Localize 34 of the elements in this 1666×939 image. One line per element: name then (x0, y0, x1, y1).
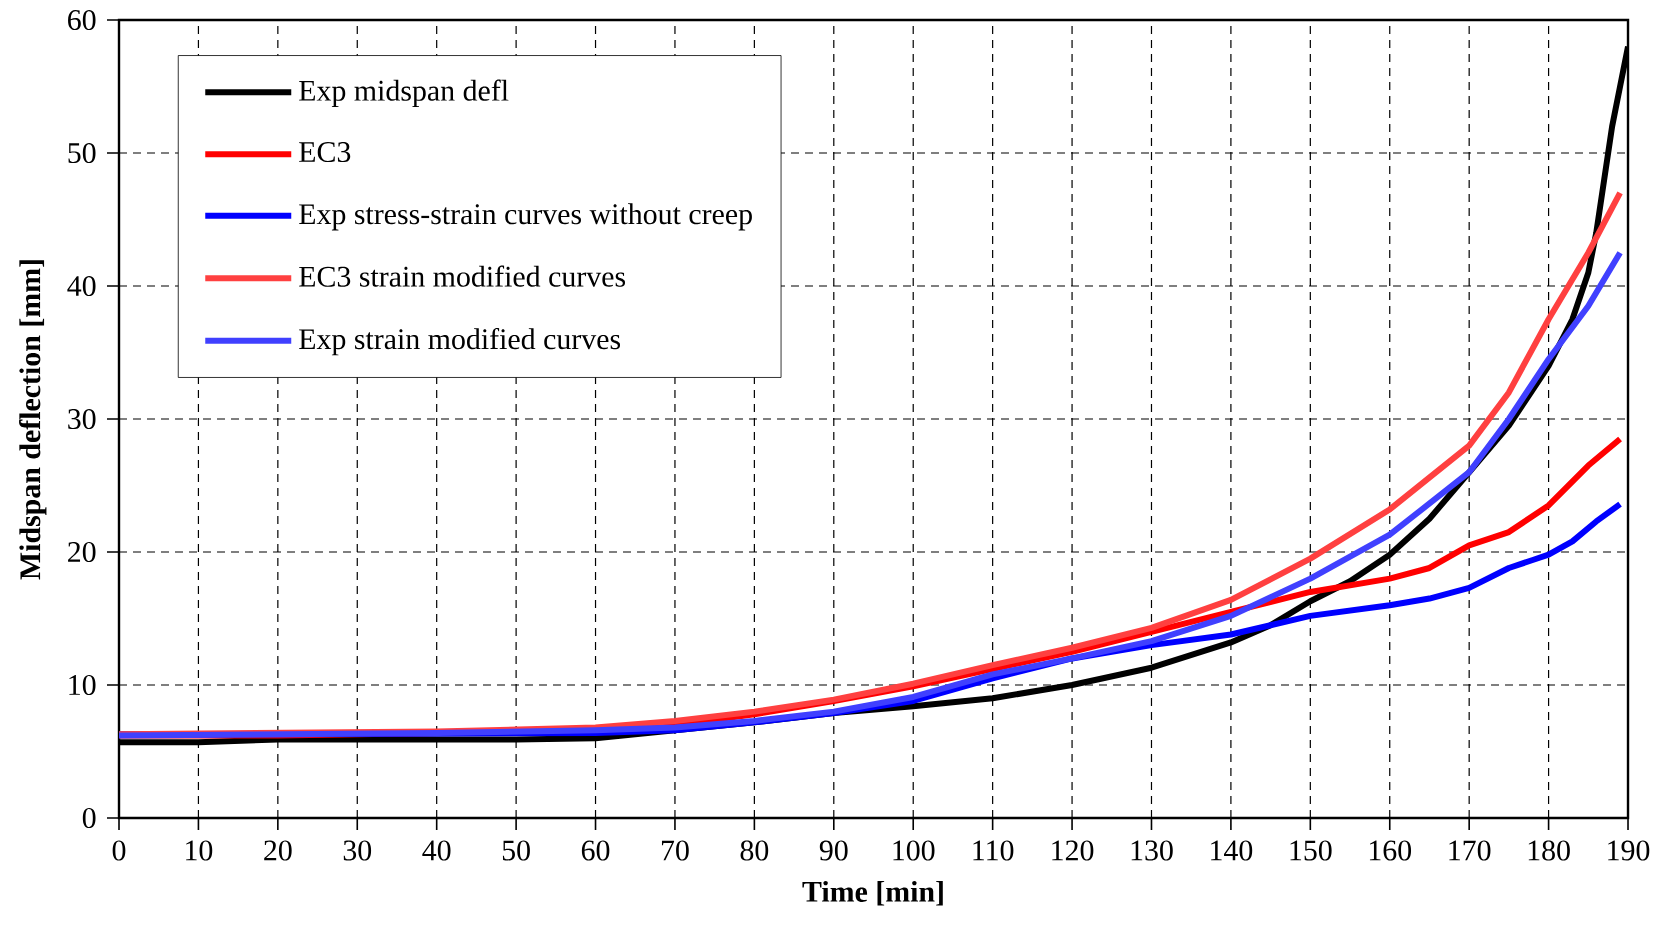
x-tick-label: 150 (1290, 840, 1332, 861)
x-tick-label: 130 (1131, 840, 1173, 861)
x-tick-label: 190 (1608, 840, 1650, 861)
x-tick-label: 170 (1449, 840, 1491, 861)
x-tick-label: 120 (1052, 840, 1094, 861)
legend-label: Exp midspan defl (299, 79, 509, 107)
x-tick-label: 160 (1369, 840, 1412, 861)
legend-label: Exp strain modified curves (299, 327, 621, 356)
y-axis-title: Midspan deflection [mm] (19, 260, 47, 580)
y-tick-label: 50 (68, 142, 96, 164)
x-tick-label: 110 (973, 840, 1014, 861)
x-tick-label: 20 (264, 840, 292, 861)
y-tick-label: 30 (68, 408, 96, 430)
x-tick-label: 50 (502, 840, 530, 861)
x-tick-label: 30 (343, 840, 372, 861)
y-tick-label: 20 (68, 541, 96, 563)
y-tick-label: 60 (68, 9, 96, 31)
legend-label: EC3 (299, 142, 351, 163)
y-tick-label: 40 (67, 275, 96, 297)
x-tick-label: 90 (819, 840, 848, 861)
legend-label: Exp stress-strain curves without creep (299, 203, 752, 231)
x-tick-label: 0 (112, 840, 126, 861)
y-tick-label: 0 (82, 807, 96, 829)
x-tick-label: 70 (661, 840, 689, 861)
x-tick-label: 100 (893, 840, 935, 861)
legend-label: EC3 strain modified curves (299, 265, 626, 287)
x-tick-label: 80 (740, 840, 769, 861)
x-tick-label: 180 (1528, 840, 1570, 861)
x-tick-label: 140 (1211, 840, 1253, 861)
x-tick-label: 40 (422, 840, 451, 861)
y-tick-label: 10 (69, 674, 96, 696)
x-tick-label: 60 (581, 840, 610, 861)
x-tick-label: 10 (186, 840, 213, 861)
x-axis-title: Time [min] (802, 880, 943, 906)
